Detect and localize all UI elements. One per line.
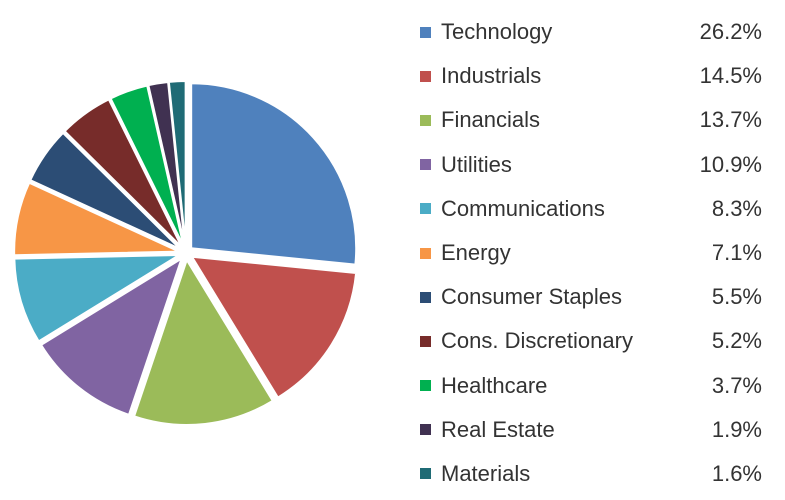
legend-label: Cons. Discretionary xyxy=(441,328,633,354)
legend-item: Technology 26.2% xyxy=(420,10,770,54)
legend-value: 14.5% xyxy=(699,63,762,89)
legend-item: Energy 7.1% xyxy=(420,231,770,275)
pie-slice-communications xyxy=(13,253,183,343)
legend-label: Industrials xyxy=(441,63,542,89)
legend-swatch xyxy=(420,468,431,480)
pie-slice-industrials xyxy=(190,255,358,399)
legend-value: 8.3% xyxy=(711,195,762,221)
legend-value: 7.1% xyxy=(711,240,762,266)
legend-swatch xyxy=(420,203,431,215)
legend-value: 1.6% xyxy=(711,460,762,486)
legend-label: Consumer Staples xyxy=(441,284,622,310)
legend-swatch xyxy=(420,70,431,82)
legend-item: Communications 8.3% xyxy=(420,187,770,231)
legend-label: Healthcare xyxy=(441,372,548,398)
legend-value: 10.9% xyxy=(699,151,762,177)
legend-label: Financials xyxy=(441,107,541,133)
legend-item: Utilities 10.9% xyxy=(420,143,770,187)
legend-item: Materials 1.6% xyxy=(420,452,770,496)
pie-slice-utilities xyxy=(39,256,184,417)
legend-label: Energy xyxy=(441,240,511,266)
pie-slice-healthcare xyxy=(109,84,185,247)
legend-value: 1.9% xyxy=(711,416,762,442)
legend-swatch xyxy=(420,247,431,259)
pie-slice-cons-discretionary xyxy=(63,98,183,249)
chart-legend: Technology 26.2% Industrials 14.5% Financial… xyxy=(420,10,770,496)
pie-plot xyxy=(13,80,358,426)
pie-slice-consumer-staples xyxy=(28,131,181,250)
legend-label: Utilities xyxy=(441,151,512,177)
legend-label: Real Estate xyxy=(441,416,555,442)
legend-item: Healthcare 3.7% xyxy=(420,364,770,408)
legend-value: 26.2% xyxy=(699,19,762,45)
pie-slice-technology xyxy=(190,82,358,266)
legend-value: 5.5% xyxy=(711,284,762,310)
legend-swatch xyxy=(420,291,431,303)
legend-swatch xyxy=(420,159,431,171)
legend-item: Real Estate 1.9% xyxy=(420,408,770,452)
legend-value: 5.2% xyxy=(711,328,762,354)
legend-swatch xyxy=(420,424,431,436)
pie-slice-energy xyxy=(13,181,180,257)
legend-swatch xyxy=(420,380,431,392)
legend-item: Consumer Staples 5.5% xyxy=(420,275,770,319)
legend-label: Technology xyxy=(441,19,553,45)
legend-swatch xyxy=(420,335,431,347)
legend-item: Financials 13.7% xyxy=(420,98,770,142)
legend-item: Cons. Discretionary 5.2% xyxy=(420,319,770,363)
legend-value: 13.7% xyxy=(699,107,762,133)
legend-item: Industrials 14.5% xyxy=(420,54,770,98)
legend-swatch xyxy=(420,114,431,126)
pie-slice-financials xyxy=(132,257,275,426)
legend-swatch xyxy=(420,26,431,38)
pie-slice-materials xyxy=(167,80,187,247)
legend-value: 3.7% xyxy=(711,372,762,398)
legend-label: Communications xyxy=(441,195,605,221)
legend-label: Materials xyxy=(441,460,531,486)
